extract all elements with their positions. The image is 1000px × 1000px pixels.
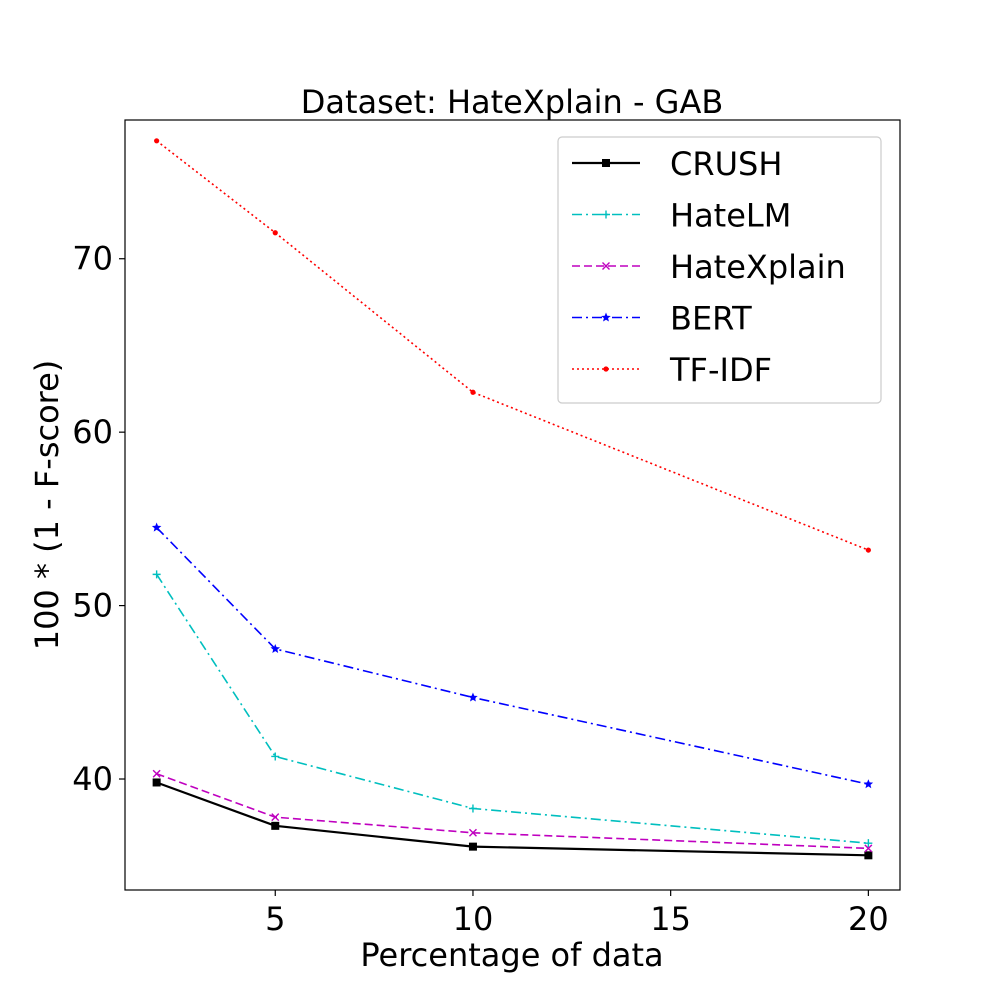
- series-bert: [151, 522, 874, 789]
- series-line-bert: [156, 526, 869, 785]
- point-crush-2: [468, 842, 477, 851]
- series-crush: [152, 778, 873, 860]
- point-hatexplain-2: [468, 828, 477, 837]
- legend-marker-tf-idf: [603, 366, 609, 372]
- x-tick-label-2: 15: [650, 900, 691, 938]
- point-hatelm-3: [864, 839, 873, 848]
- legend-marker-hatelm: [602, 210, 610, 219]
- y-tick-label-1: 50: [72, 587, 113, 625]
- legend-box: [557, 136, 882, 404]
- series-hatelm: [152, 570, 873, 848]
- legend-entry-tf-idf: TF-IDF: [572, 351, 772, 389]
- point-hatexplain-3: [864, 844, 873, 853]
- plot-area: [124, 119, 901, 891]
- series-line-hatexplain: [156, 773, 869, 850]
- legend-entry-hatexplain: HateXplain: [572, 248, 846, 286]
- point-bert-0: [151, 522, 162, 532]
- legend-entry-crush: CRUSH: [572, 145, 782, 183]
- legend-entry-hatelm: HateLM: [572, 197, 791, 235]
- point-tf-idf-3: [865, 547, 871, 553]
- x-tick-label-1: 10: [453, 900, 494, 938]
- y-tick-label-2: 60: [72, 413, 113, 451]
- legend-label-crush: CRUSH: [670, 145, 782, 183]
- point-crush-0: [152, 778, 161, 787]
- point-crush-3: [864, 851, 873, 860]
- legend-marker-crush: [602, 159, 610, 167]
- point-crush-1: [271, 821, 280, 830]
- series-line-tf-idf: [156, 140, 869, 551]
- legend: CRUSH HateLM HateXplain BERT TF-IDF: [557, 136, 882, 404]
- legend-label-hatexplain: HateXplain: [670, 248, 846, 286]
- x-tick-label-0: 5: [265, 900, 285, 938]
- x-axis: 5 10 15 20: [265, 890, 889, 938]
- legend-entry-bert: BERT: [572, 300, 752, 338]
- legend-label-bert: BERT: [670, 300, 752, 338]
- point-bert-1: [270, 643, 281, 653]
- point-tf-idf-0: [154, 138, 160, 144]
- point-hatelm-2: [468, 804, 477, 813]
- chart-title: Dataset: HateXplain - GAB: [301, 83, 724, 121]
- legend-label-hatelm: HateLM: [670, 197, 791, 235]
- point-hatelm-1: [271, 752, 280, 761]
- point-tf-idf-1: [272, 230, 278, 236]
- point-bert-2: [468, 692, 478, 702]
- x-axis-label: Percentage of data: [360, 936, 663, 974]
- series-layer: [151, 138, 874, 860]
- y-tick-label-0: 40: [72, 760, 113, 798]
- y-axis: 40 50 60 70: [72, 240, 125, 798]
- point-hatexplain-0: [152, 769, 161, 778]
- y-tick-label-3: 70: [72, 240, 113, 278]
- legend-label-tf-idf: TF-IDF: [669, 351, 772, 389]
- y-axis-label: 100 * (1 - F-score): [28, 360, 66, 651]
- series-tf-idf: [154, 138, 871, 553]
- legend-marker-bert: [601, 312, 611, 322]
- point-tf-idf-2: [470, 389, 476, 395]
- point-bert-3: [863, 779, 874, 789]
- series-hatexplain: [152, 769, 873, 853]
- point-hatexplain-1: [271, 813, 280, 822]
- point-hatelm-0: [152, 570, 161, 579]
- series-line-crush: [156, 781, 869, 857]
- legend-marker-hatexplain: [602, 262, 610, 270]
- x-tick-label-3: 20: [848, 900, 889, 938]
- series-line-hatelm: [155, 573, 869, 844]
